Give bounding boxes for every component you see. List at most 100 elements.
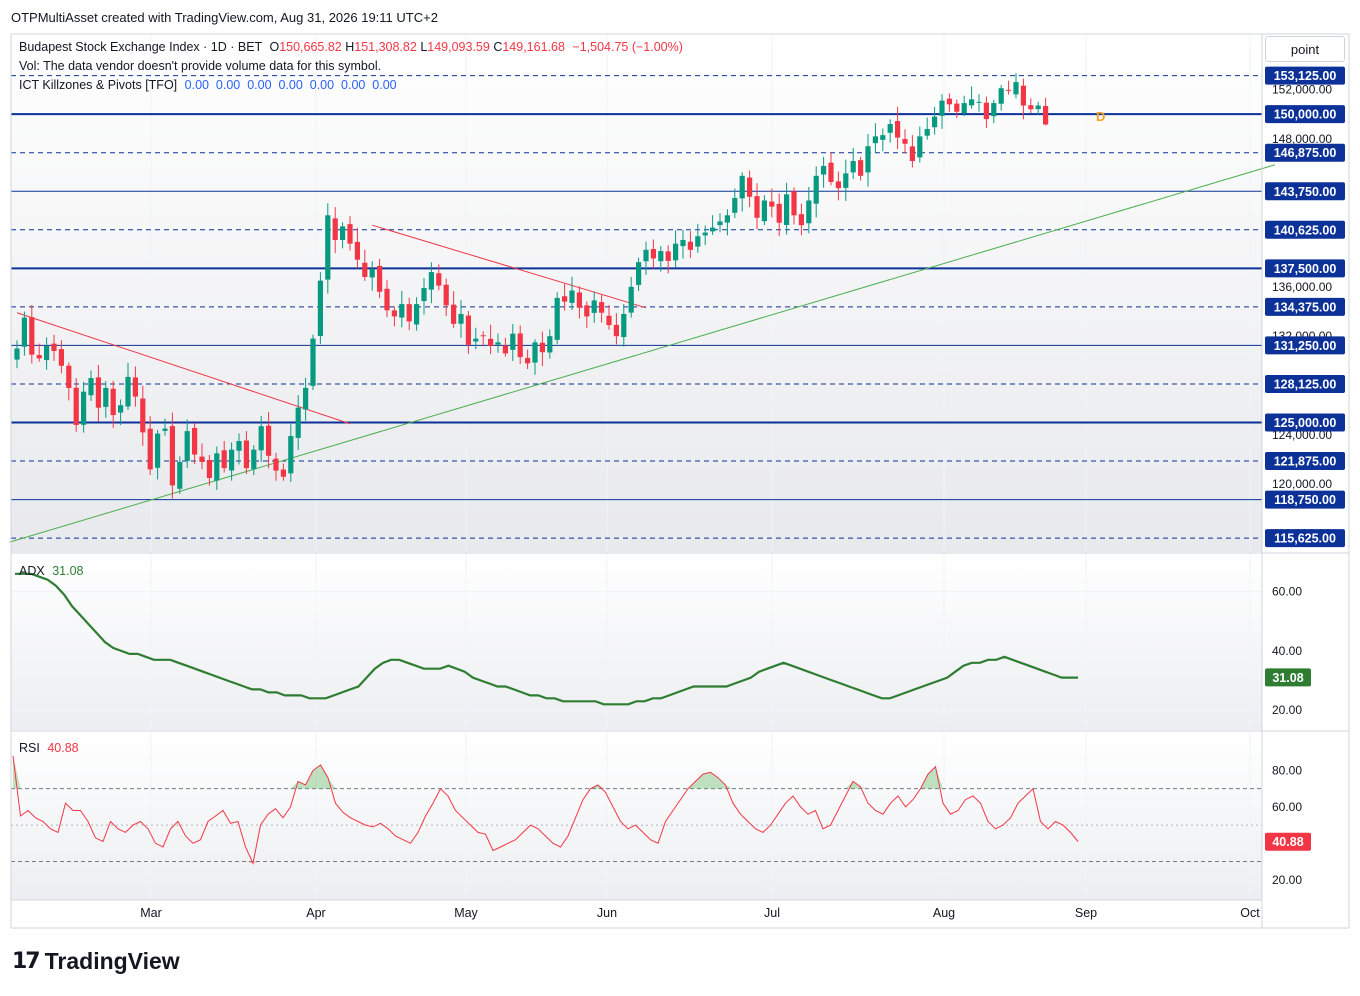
- candle-body[interactable]: [976, 101, 982, 103]
- candle-body[interactable]: [229, 449, 235, 471]
- symbol-name[interactable]: Budapest Stock Exchange Index · 1D · BET: [19, 40, 262, 54]
- candle-body[interactable]: [961, 103, 967, 114]
- candle-body[interactable]: [724, 215, 730, 223]
- candle-body[interactable]: [946, 98, 952, 105]
- candle-body[interactable]: [828, 162, 834, 182]
- candle-body[interactable]: [554, 297, 560, 340]
- candle-body[interactable]: [266, 425, 272, 456]
- candle-body[interactable]: [843, 173, 849, 188]
- candle-body[interactable]: [243, 440, 249, 469]
- candle-body[interactable]: [473, 338, 479, 342]
- candle-body[interactable]: [51, 343, 57, 351]
- candle-body[interactable]: [295, 407, 301, 438]
- candle-body[interactable]: [1006, 89, 1012, 91]
- candle-body[interactable]: [998, 88, 1004, 104]
- candle-body[interactable]: [377, 265, 383, 292]
- candle-body[interactable]: [739, 175, 745, 199]
- candle-body[interactable]: [562, 296, 568, 302]
- candle-body[interactable]: [251, 449, 257, 470]
- candle-body[interactable]: [628, 286, 634, 313]
- rsi-pane[interactable]: [11, 732, 1262, 900]
- candle-body[interactable]: [872, 136, 878, 144]
- candle-body[interactable]: [29, 317, 35, 355]
- candle-body[interactable]: [44, 346, 50, 361]
- candle-body[interactable]: [539, 342, 545, 353]
- candle-body[interactable]: [784, 194, 790, 225]
- candle-body[interactable]: [147, 428, 153, 470]
- candle-body[interactable]: [650, 248, 656, 259]
- candle-body[interactable]: [88, 378, 94, 396]
- candle-body[interactable]: [103, 387, 109, 407]
- candle-body[interactable]: [495, 342, 501, 345]
- candle-body[interactable]: [680, 239, 686, 247]
- candle-body[interactable]: [821, 165, 827, 175]
- candle-body[interactable]: [969, 99, 975, 106]
- candle-body[interactable]: [606, 315, 612, 326]
- candle-body[interactable]: [1043, 105, 1049, 125]
- candle-body[interactable]: [932, 116, 938, 128]
- candle-body[interactable]: [569, 290, 575, 303]
- candle-body[interactable]: [754, 196, 760, 218]
- candle-body[interactable]: [695, 236, 701, 247]
- candle-body[interactable]: [673, 243, 679, 261]
- price-pane[interactable]: [11, 34, 1262, 552]
- candle-body[interactable]: [502, 345, 508, 354]
- candle-body[interactable]: [192, 427, 198, 455]
- candle-body[interactable]: [162, 428, 168, 431]
- candle-body[interactable]: [547, 336, 553, 353]
- candle-body[interactable]: [362, 262, 368, 277]
- candle-body[interactable]: [584, 305, 590, 317]
- candle-body[interactable]: [465, 315, 471, 345]
- candle-body[interactable]: [732, 198, 738, 213]
- candle-body[interactable]: [902, 138, 908, 144]
- candle-body[interactable]: [769, 201, 775, 207]
- indicator-legend[interactable]: ICT Killzones & Pivots [TFO] 0.00 0.00 0…: [19, 78, 397, 92]
- rsi-legend[interactable]: RSI 40.88: [19, 741, 79, 755]
- trendline[interactable]: [16, 312, 351, 425]
- candle-body[interactable]: [924, 128, 930, 136]
- candle-body[interactable]: [177, 461, 183, 489]
- adx-pane[interactable]: [11, 554, 1262, 730]
- candle-body[interactable]: [591, 300, 597, 313]
- candle-body[interactable]: [140, 398, 146, 433]
- candle-body[interactable]: [702, 232, 708, 236]
- candle-body[interactable]: [288, 436, 294, 474]
- candle-body[interactable]: [118, 405, 124, 413]
- candle-body[interactable]: [310, 338, 316, 386]
- candle-body[interactable]: [73, 387, 79, 425]
- adx-line[interactable]: [15, 572, 1078, 706]
- candle-body[interactable]: [1028, 105, 1034, 110]
- candle-body[interactable]: [835, 181, 841, 189]
- candle-body[interactable]: [983, 102, 989, 120]
- candle-body[interactable]: [687, 241, 693, 250]
- candle-body[interactable]: [280, 469, 286, 477]
- candle-body[interactable]: [95, 377, 101, 408]
- candle-body[interactable]: [58, 349, 64, 366]
- candle-body[interactable]: [14, 348, 20, 360]
- candle-body[interactable]: [954, 103, 960, 112]
- candle-body[interactable]: [710, 227, 716, 232]
- candle-body[interactable]: [354, 241, 360, 260]
- candle-body[interactable]: [421, 288, 427, 302]
- candle-body[interactable]: [81, 391, 87, 425]
- candle-body[interactable]: [599, 302, 605, 313]
- candle-body[interactable]: [214, 453, 220, 481]
- candle-body[interactable]: [332, 218, 338, 240]
- candle-body[interactable]: [36, 355, 42, 359]
- candle-body[interactable]: [458, 313, 464, 324]
- candle-body[interactable]: [717, 221, 723, 226]
- price-unit-selector[interactable]: point: [1265, 36, 1345, 62]
- candle-body[interactable]: [221, 450, 227, 469]
- indicator-name[interactable]: ICT Killzones & Pivots [TFO]: [19, 78, 178, 92]
- candle-body[interactable]: [643, 249, 649, 262]
- rsi-line[interactable]: [12, 755, 1079, 866]
- candle-body[interactable]: [399, 304, 405, 318]
- candle-body[interactable]: [858, 160, 864, 176]
- candle-body[interactable]: [199, 456, 205, 462]
- candle-body[interactable]: [613, 324, 619, 337]
- trendline[interactable]: [9, 164, 1276, 543]
- candle-body[interactable]: [273, 458, 279, 471]
- candle-body[interactable]: [791, 191, 797, 216]
- candle-body[interactable]: [480, 335, 486, 337]
- candle-body[interactable]: [865, 146, 871, 173]
